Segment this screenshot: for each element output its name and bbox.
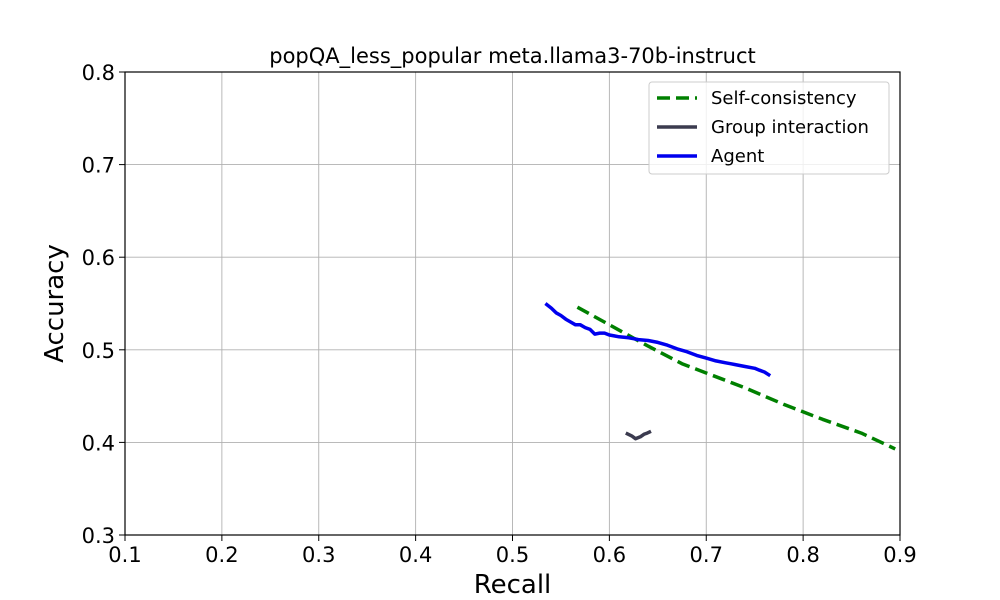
plot-series [544,302,896,451]
x-tick-label: 0.7 [690,543,723,567]
x-tick-label: 0.3 [302,543,335,567]
x-tick-label: 0.5 [496,543,529,567]
legend-label-agent: Agent [711,146,764,167]
y-axis-label: Accuracy [40,244,70,363]
x-tick-label: 0.9 [883,543,916,567]
x-axis-label: Recall [474,570,552,600]
series-line-agent [544,302,772,378]
y-tick-label: 0.7 [82,154,115,178]
y-tick-label: 0.3 [82,524,115,548]
y-tick-label: 0.8 [82,61,115,85]
y-tick-label: 0.4 [82,431,115,455]
legend: Self-consistency Group interaction Agent [648,81,890,175]
series-line-self-consistency [576,305,896,451]
legend-box [648,81,890,175]
x-tick-label: 0.8 [786,543,819,567]
chart-title: popQA_less_popular meta.llama3-70b-instr… [269,44,756,69]
x-tick-label: 0.6 [593,543,626,567]
x-tick-label: 0.4 [399,543,432,567]
x-tick-label: 0.2 [205,543,238,567]
legend-label-self-consistency: Self-consistency [711,88,857,109]
y-tick-label: 0.5 [82,339,115,363]
series-line-group-interaction [625,429,652,441]
ticks: 0.1 0.2 0.3 0.4 0.5 0.6 0.7 0.8 0.9 0.3 0.4 0.5 0.6 0… [82,61,917,567]
legend-label-group-interaction: Group interaction [711,117,869,138]
y-tick-label: 0.6 [82,246,115,270]
x-tick-label: 0.1 [108,543,141,567]
